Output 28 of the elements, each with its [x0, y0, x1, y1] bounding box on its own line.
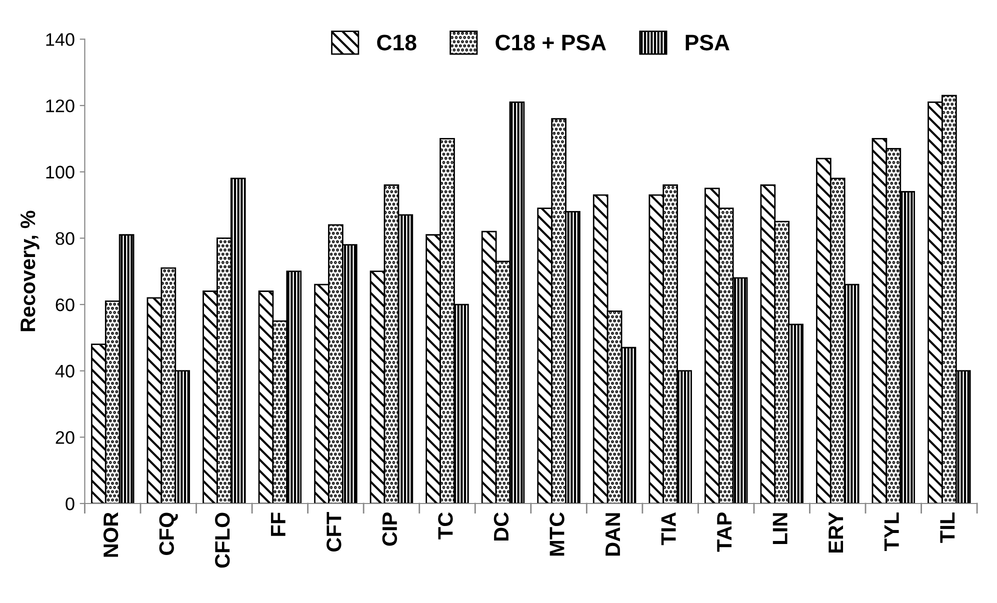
y-tick-label: 100 [46, 166, 74, 179]
x-tick-label: CFQ [159, 512, 178, 555]
x-tick-label: CFT [326, 512, 342, 552]
y-axis-title: Recovery, % [20, 210, 40, 332]
x-tick-label: CIP [382, 512, 398, 546]
legend-label: PSA [686, 34, 730, 50]
x-tick-label: TAP [717, 512, 732, 552]
x-tick-label: TYL [884, 512, 899, 551]
x-tick-label: DC [494, 512, 509, 541]
y-tick-label: 40 [55, 364, 74, 378]
y-tick-label: 120 [46, 99, 74, 112]
x-tick-label: FF [270, 512, 286, 536]
legend-label: C18 + PSA [496, 34, 606, 50]
y-tick-label: 60 [56, 298, 74, 312]
x-tick-label: MTC [550, 512, 564, 556]
x-tick-label: NOR [103, 512, 118, 557]
y-tick-label: 0 [66, 497, 74, 510]
x-tick-label: TC [438, 512, 453, 540]
legend-label: C18 [377, 34, 416, 50]
x-tick-label: DAN [606, 513, 620, 556]
y-tick-label: 80 [56, 232, 74, 245]
y-tick-label: 140 [46, 33, 74, 46]
x-tick-label: TIA [661, 512, 676, 546]
y-tick-label: 20 [56, 431, 74, 444]
x-tick-label: TIL [940, 512, 955, 543]
x-tick-label: LIN [772, 513, 788, 544]
x-tick-label: CFLO [215, 512, 230, 568]
x-tick-label: ERY [828, 512, 844, 552]
